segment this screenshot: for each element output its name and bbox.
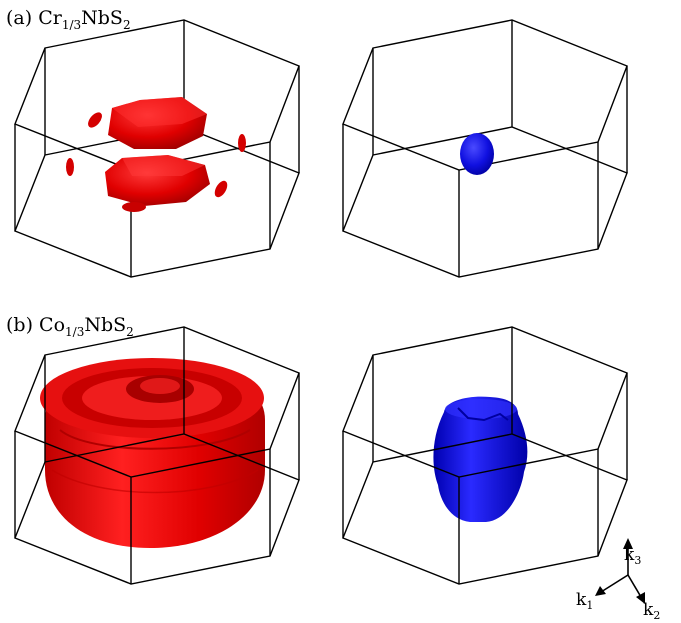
panel-b-label: (b) Co1/3NbS2 [6, 314, 134, 339]
k3-arrowhead [623, 538, 633, 549]
axis-label-k3: k3 [624, 545, 641, 567]
panel-a-label: (a) Cr1/3NbS2 [6, 7, 131, 32]
axis-label-k1: k1 [576, 590, 593, 612]
reciprocal-axes [595, 538, 645, 604]
fermi-surface-red-b [40, 358, 265, 548]
brillouin-zone-a-right [342, 19, 628, 278]
fermi-surface-blue-a [460, 133, 494, 175]
k2-arrowhead [636, 592, 645, 604]
brillouin-zone-b-left [14, 326, 300, 585]
brillouin-zone-b-right [342, 326, 628, 585]
k1-arrowhead [595, 586, 606, 596]
fermi-surface-blue-b [433, 396, 528, 522]
axis-label-k2: k2 [643, 600, 660, 622]
fermi-surface-red-a [66, 97, 246, 212]
